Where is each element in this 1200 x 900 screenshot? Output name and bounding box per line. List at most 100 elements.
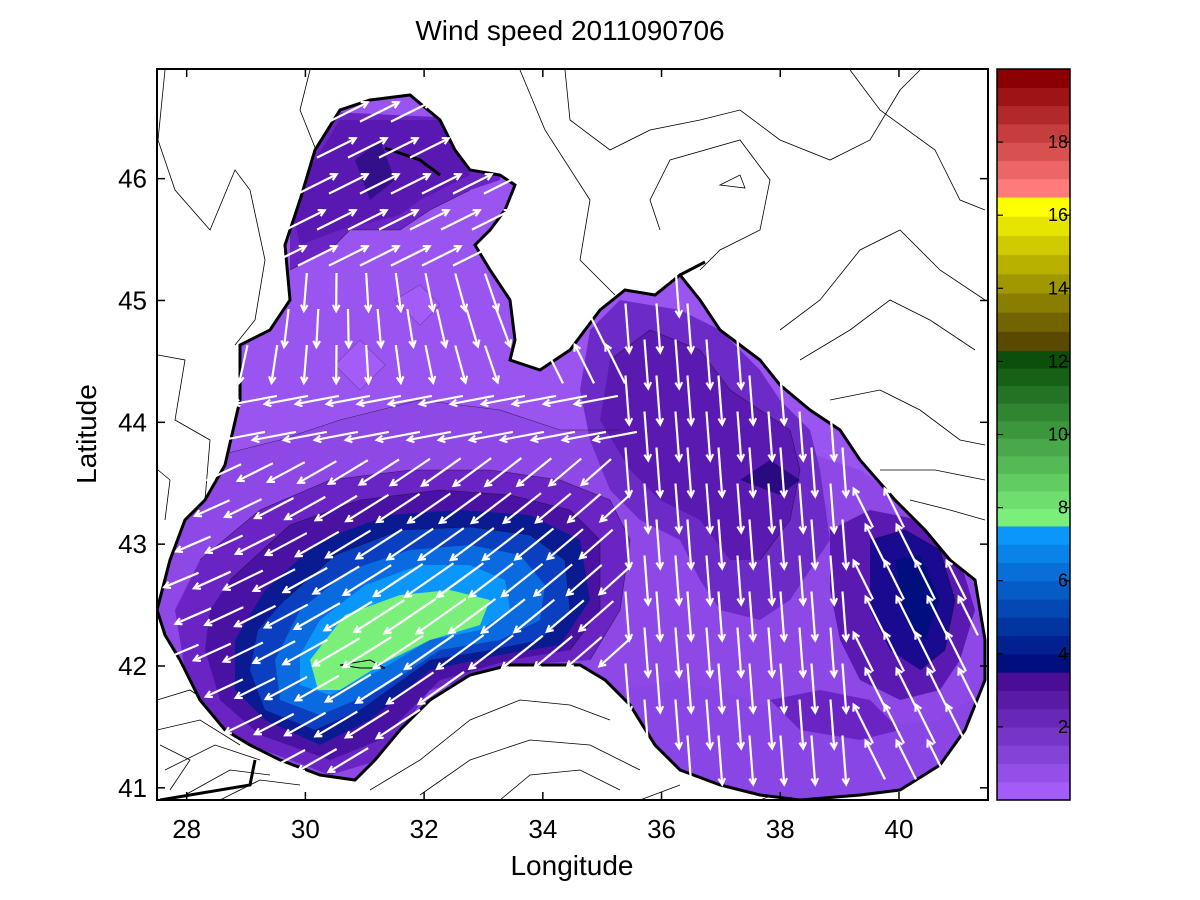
wind-arrow-head (655, 345, 665, 355)
wind-arrow (643, 627, 650, 677)
wind-arrow (237, 462, 274, 482)
wind-arrow-head (926, 738, 935, 748)
wind-arrow (512, 394, 557, 406)
wind-arrow-head (293, 398, 303, 408)
wind-arrow-head (417, 553, 427, 562)
wind-arrow-head (391, 172, 401, 181)
wind-arrow-head (403, 662, 412, 671)
wind-arrow-head (829, 597, 839, 607)
wind-arrow-head (221, 655, 231, 663)
wind-arrow-head (503, 208, 513, 217)
wind-arrow-head (883, 486, 892, 496)
wind-arrow-head (926, 594, 935, 604)
wind-arrow (325, 529, 372, 559)
wind-arrow-head (375, 515, 385, 524)
wind-arrow (748, 735, 755, 785)
wind-arrow-head (352, 625, 362, 634)
wind-arrow-head (852, 630, 861, 640)
wind-arrow (175, 607, 212, 625)
wind-arrow-head (864, 522, 873, 532)
wind-arrow-head (395, 304, 405, 314)
wind-arrow (407, 430, 452, 442)
wind-arrow-head (173, 545, 184, 554)
wind-arrow (533, 635, 573, 669)
wind-arrow (841, 663, 848, 713)
wind-arrow (284, 711, 327, 737)
wind-arrow (779, 591, 786, 641)
x-axis-label: Longitude (510, 850, 633, 881)
wind-arrow (378, 209, 419, 231)
wind-arrow-head (541, 398, 551, 408)
wind-arrow-head (829, 453, 839, 463)
wind-arrow (686, 735, 693, 785)
wind-arrow-head (864, 738, 873, 748)
wind-arrow-head (341, 588, 351, 597)
wind-arrow-head (501, 515, 511, 525)
wind-arrow (543, 394, 588, 406)
wind-arrow (562, 430, 607, 442)
wind-arrow-head (324, 550, 334, 559)
wind-arrow (748, 519, 755, 569)
wind-arrow (235, 533, 276, 555)
wind-arrow-head (829, 525, 839, 535)
wind-arrow-head (440, 339, 449, 349)
wind-arrow (297, 748, 338, 772)
wind-arrow-head (379, 208, 389, 217)
wind-arrow-head (405, 434, 415, 444)
wind-arrow-head (579, 477, 589, 487)
wind-arrow (342, 636, 392, 668)
wind-arrow (686, 519, 693, 569)
wind-arrow (829, 483, 836, 533)
wind-arrow-head (262, 620, 272, 629)
wind-arrow-head (674, 669, 684, 679)
wind-arrow-head (686, 345, 696, 355)
wind-arrow (573, 344, 595, 384)
colorbar-segment (997, 292, 1070, 313)
wind-arrow (388, 394, 433, 406)
wind-arrow (253, 568, 296, 592)
wind-arrow-head (268, 375, 277, 386)
wind-arrow-head (435, 590, 445, 599)
wind-arrow (579, 528, 614, 560)
wind-arrow-head (251, 656, 261, 665)
wind-arrow-head (311, 659, 321, 667)
wind-arrow-head (453, 172, 463, 181)
wind-arrow (736, 483, 743, 533)
wind-arrow-head (957, 666, 966, 676)
wind-arrow (207, 463, 242, 481)
wind-arrow (282, 638, 328, 666)
wind-arrow-head (624, 417, 634, 427)
wind-arrow (483, 345, 499, 383)
wind-arrow (297, 245, 338, 267)
wind-arrow (686, 303, 693, 353)
wind-arrow-head (451, 479, 461, 488)
wind-arrow (252, 430, 297, 442)
wind-arrow (864, 596, 886, 636)
wind-arrow (454, 273, 467, 311)
colorbar-segment (997, 235, 1070, 256)
wind-arrow (233, 394, 278, 406)
wind-arrow-head (233, 619, 243, 628)
wind-arrow-head (283, 728, 293, 737)
wind-arrow (316, 209, 357, 231)
x-axis: 28 30 32 34 36 38 40 (172, 69, 913, 844)
x-tick-label: 30 (291, 814, 320, 844)
wind-arrow (810, 591, 817, 641)
wind-arrow-head (841, 561, 851, 571)
wind-arrow-head (324, 398, 334, 408)
wind-arrow-head (329, 172, 339, 181)
wind-arrow-head (417, 398, 427, 408)
wind-arrow (674, 267, 681, 317)
wind-arrow (316, 137, 357, 159)
wind-arrow (546, 528, 584, 560)
wind-arrow-head (643, 741, 653, 751)
wind-arrow-head (376, 340, 385, 350)
wind-arrow-head (674, 453, 684, 463)
wind-arrow (674, 483, 681, 533)
wind-arrow (234, 604, 277, 628)
wind-arrow-head (410, 208, 420, 217)
wind-arrow-head (643, 597, 653, 607)
wind-arrow-head (717, 633, 727, 643)
wind-arrow (439, 492, 482, 524)
